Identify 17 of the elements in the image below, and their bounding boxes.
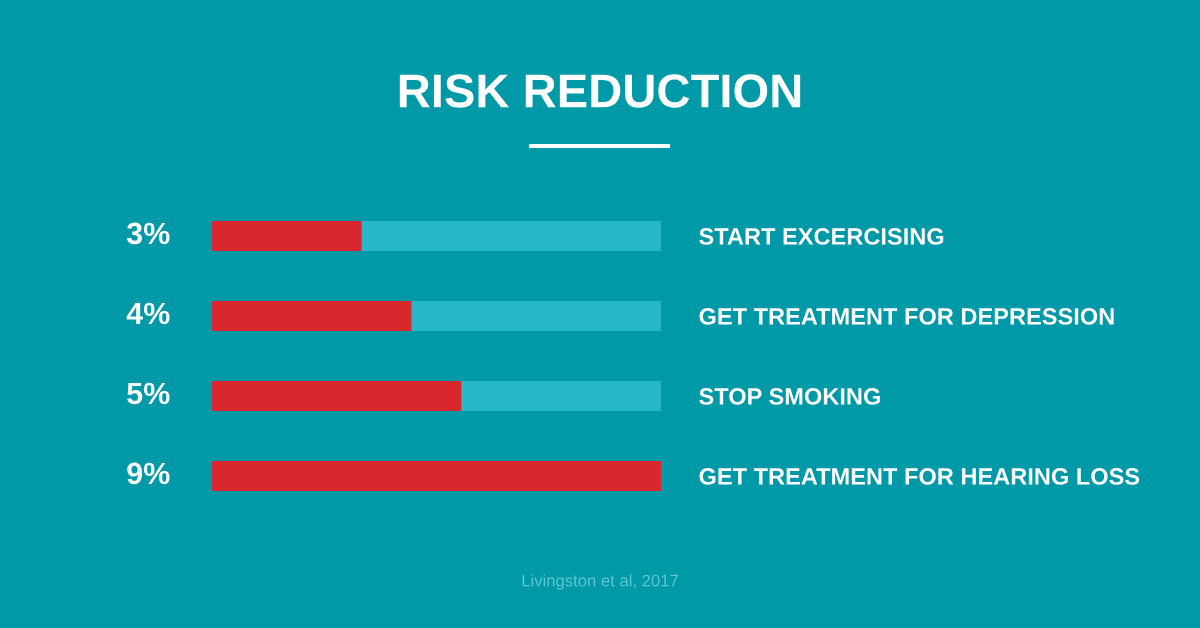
chart-title: RISK REDUCTION [399,74,801,108]
text: Livingston et al, 2017 [522,574,678,590]
y-tick-label: GET TREATMENT FOR HEARING LOSS [699,468,1140,485]
y-tick-label: STOP SMOKING [699,388,880,405]
bar [461,381,661,411]
y-tick-label: GET TREATMENT FOR DEPRESSION [699,308,1114,325]
bar [212,461,661,491]
bar [212,301,412,331]
data-label: 5% [127,382,170,405]
y-tick-label: START EXCERCISING [699,228,944,245]
data-label: 3% [126,222,170,245]
bar [411,301,661,331]
bar [212,381,462,411]
bar [361,221,661,251]
data-label: 4% [126,302,170,325]
data-label: 9% [127,462,170,485]
bar [212,221,362,251]
